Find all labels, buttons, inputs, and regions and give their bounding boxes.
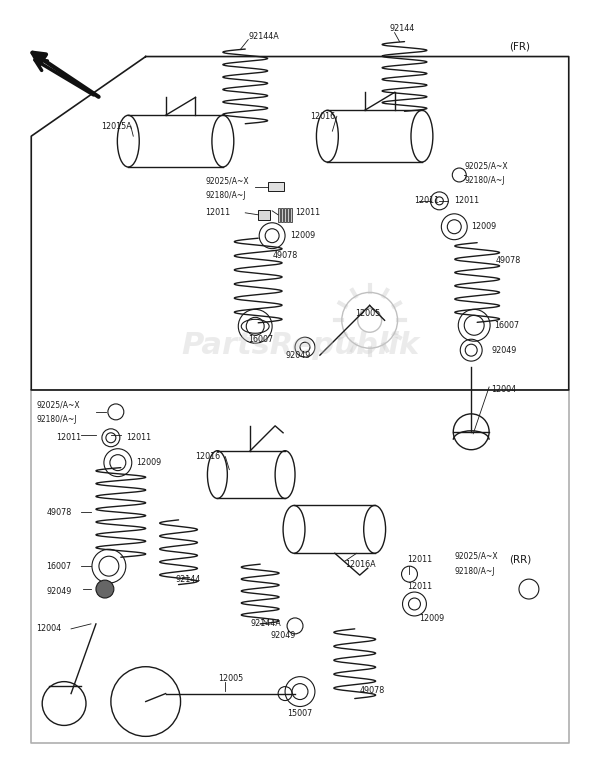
Text: 92025/A~X: 92025/A~X [464,161,508,170]
Bar [268,182,284,191]
Text: 12009: 12009 [136,458,161,467]
Text: 12011: 12011 [295,208,320,217]
Text: 92025/A~X: 92025/A~X [454,552,498,561]
Text: 12009: 12009 [419,615,445,623]
Text: 92049: 92049 [491,346,517,355]
Text: 12016: 12016 [310,112,335,121]
Text: 16007: 16007 [494,321,519,330]
Text: 12016A: 12016A [345,560,376,569]
Text: PartsRepublik: PartsRepublik [181,331,419,360]
Text: 12011: 12011 [126,433,151,443]
Text: 12004: 12004 [36,625,61,633]
Text: 92180/A~J: 92180/A~J [464,177,505,185]
Text: 92144: 92144 [389,24,415,33]
Text: 12016: 12016 [196,452,221,461]
Bar [284,208,286,222]
Bar [290,208,292,222]
Text: 12009: 12009 [290,231,315,240]
Text: 92144A: 92144A [250,619,281,629]
Text: 12011: 12011 [56,433,81,443]
Text: 12011: 12011 [407,555,433,563]
Text: 92025/A~X: 92025/A~X [205,177,249,185]
Text: 92144: 92144 [176,574,201,584]
Text: 92180/A~J: 92180/A~J [36,415,77,425]
Text: 92144A: 92144A [248,32,279,41]
Text: 49078: 49078 [46,508,71,517]
Text: 92049: 92049 [270,632,296,640]
Text: 12011: 12011 [415,196,440,205]
Text: 92049: 92049 [46,587,71,595]
Text: 12005: 12005 [355,309,380,318]
Text: 16007: 16007 [248,335,274,344]
Text: 12011: 12011 [407,581,433,591]
Bar [281,208,283,222]
Text: 49078: 49078 [496,256,521,265]
Text: 12011: 12011 [205,208,230,217]
Bar [258,210,270,220]
Text: 92180/A~J: 92180/A~J [454,567,495,576]
Text: 92180/A~J: 92180/A~J [205,191,246,201]
Circle shape [96,580,114,598]
Text: 15007: 15007 [287,709,313,718]
Text: (RR): (RR) [509,554,531,564]
Text: 12015A: 12015A [101,122,131,131]
Bar [278,208,280,222]
Text: 12011: 12011 [454,196,479,205]
Text: 12004: 12004 [491,385,516,394]
Text: 92049: 92049 [285,350,310,360]
Text: 92025/A~X: 92025/A~X [36,401,80,409]
Text: 12005: 12005 [218,674,244,683]
Text: 49078: 49078 [272,251,298,260]
Text: 12009: 12009 [471,222,496,231]
Text: (FR): (FR) [509,42,530,52]
Text: 16007: 16007 [46,562,71,570]
Text: 49078: 49078 [360,686,385,695]
Bar [287,208,289,222]
